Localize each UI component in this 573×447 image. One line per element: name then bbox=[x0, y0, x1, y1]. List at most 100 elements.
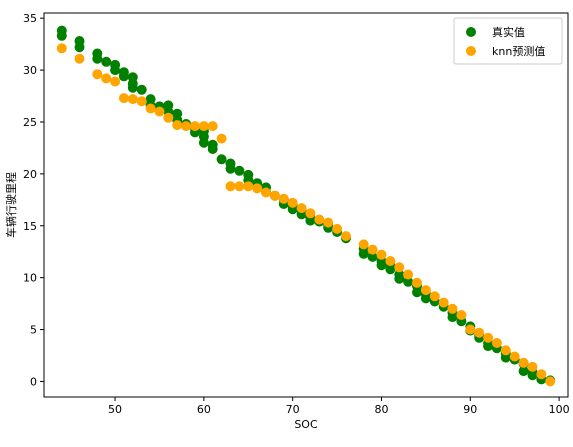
legend-entry-label: knn预测值 bbox=[492, 45, 545, 58]
data-point bbox=[172, 120, 183, 131]
data-point bbox=[536, 369, 547, 380]
data-point bbox=[243, 181, 254, 192]
data-point bbox=[358, 248, 369, 259]
data-point bbox=[367, 251, 378, 262]
data-point bbox=[163, 112, 174, 123]
axes: 50 60 70 80 90 100 0 5 10 15 20 25 30 35 bbox=[23, 12, 570, 416]
data-point bbox=[438, 297, 449, 308]
data-point bbox=[394, 273, 405, 284]
y-tick-label: 25 bbox=[23, 116, 37, 129]
data-point bbox=[403, 276, 414, 287]
plot-frame bbox=[43, 12, 569, 398]
x-tick-label: 60 bbox=[197, 403, 211, 416]
data-point bbox=[154, 106, 165, 117]
data-point bbox=[518, 357, 529, 368]
data-point bbox=[447, 312, 458, 323]
x-axis-label: SOC bbox=[294, 418, 318, 431]
data-point bbox=[145, 103, 156, 114]
data-point bbox=[509, 351, 520, 362]
data-point bbox=[527, 370, 538, 381]
data-point bbox=[74, 42, 85, 53]
x-tick-label: 90 bbox=[463, 403, 477, 416]
y-tick-label: 5 bbox=[30, 324, 37, 337]
legend-entry-label: 真实值 bbox=[492, 25, 525, 39]
data-point bbox=[403, 269, 414, 280]
data-point bbox=[56, 30, 67, 41]
plot-area bbox=[56, 25, 556, 387]
data-point bbox=[92, 69, 103, 80]
data-point bbox=[358, 239, 369, 250]
data-point bbox=[527, 361, 538, 372]
y-tick-label: 35 bbox=[23, 12, 37, 25]
data-point bbox=[412, 277, 422, 288]
y-tick-label: 30 bbox=[23, 64, 37, 77]
data-point bbox=[287, 197, 298, 208]
data-point bbox=[500, 352, 511, 363]
data-point bbox=[385, 264, 396, 275]
y-tick-label: 20 bbox=[23, 168, 37, 181]
data-point bbox=[412, 287, 422, 298]
legend-marker bbox=[466, 46, 476, 56]
data-point bbox=[296, 203, 307, 214]
data-point bbox=[136, 96, 147, 107]
x-tick-label: 50 bbox=[108, 403, 122, 416]
y-tick-label: 10 bbox=[23, 272, 37, 285]
data-point bbox=[483, 341, 494, 352]
data-point bbox=[234, 165, 245, 176]
data-point bbox=[225, 163, 236, 174]
data-point bbox=[110, 76, 121, 87]
data-point bbox=[74, 53, 85, 64]
data-point bbox=[483, 332, 494, 343]
data-point bbox=[420, 285, 431, 296]
x-tick-label: 80 bbox=[374, 403, 388, 416]
y-tick-label: 15 bbox=[23, 220, 37, 233]
data-point bbox=[394, 262, 405, 273]
data-point bbox=[198, 137, 209, 148]
data-point bbox=[456, 310, 467, 320]
data-point bbox=[118, 71, 129, 82]
data-point bbox=[216, 154, 227, 165]
legend: 真实值 knn预测值 bbox=[453, 17, 563, 65]
data-point bbox=[261, 187, 271, 198]
data-point bbox=[207, 121, 218, 132]
data-point bbox=[207, 144, 218, 154]
legend-box bbox=[453, 17, 563, 65]
data-point bbox=[332, 223, 343, 234]
data-point bbox=[545, 376, 556, 387]
data-point bbox=[56, 43, 67, 54]
data-point bbox=[465, 324, 476, 335]
data-point bbox=[429, 291, 440, 302]
data-point bbox=[269, 190, 280, 201]
data-point bbox=[225, 181, 236, 192]
legend-marker bbox=[466, 27, 476, 37]
data-point bbox=[474, 327, 485, 338]
data-point bbox=[385, 256, 396, 266]
y-tick-label: 0 bbox=[30, 375, 37, 388]
data-point bbox=[216, 133, 227, 144]
data-point bbox=[447, 303, 458, 314]
data-point bbox=[234, 181, 245, 192]
data-point bbox=[314, 214, 325, 225]
data-point bbox=[341, 231, 351, 242]
data-point bbox=[376, 260, 387, 271]
data-point bbox=[252, 183, 263, 194]
data-point bbox=[518, 366, 529, 377]
data-point bbox=[190, 121, 200, 132]
data-point bbox=[491, 338, 502, 348]
series-knn-predicted bbox=[56, 43, 556, 387]
data-point bbox=[305, 208, 316, 219]
data-point bbox=[500, 345, 511, 356]
data-point bbox=[118, 93, 129, 104]
data-point bbox=[323, 217, 334, 228]
data-point bbox=[127, 82, 138, 93]
data-point bbox=[92, 53, 103, 64]
data-point bbox=[181, 121, 192, 132]
data-point bbox=[198, 121, 209, 132]
y-axis-label: 车辆行驶里程 bbox=[4, 172, 18, 238]
data-point bbox=[367, 244, 378, 255]
x-tick-label: 100 bbox=[549, 403, 570, 416]
data-point bbox=[136, 84, 147, 95]
data-point bbox=[305, 215, 316, 226]
data-point bbox=[278, 193, 289, 204]
